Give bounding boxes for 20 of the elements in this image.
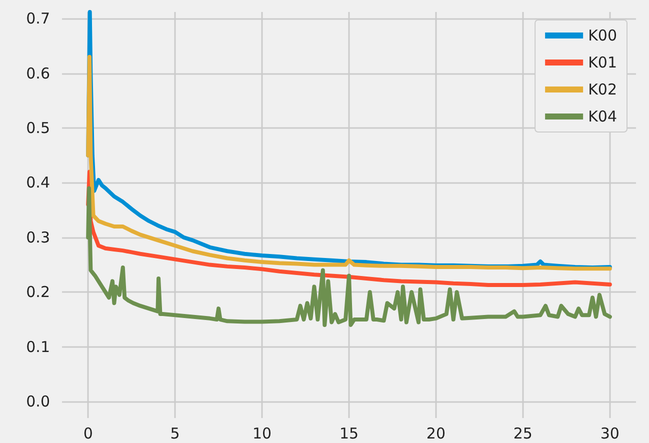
x-tick-label: 15	[339, 424, 359, 442]
x-tick-label: 25	[513, 424, 532, 442]
x-tick-label: 30	[600, 424, 620, 442]
legend-label: K02	[588, 80, 618, 98]
y-tick-label: 0.5	[26, 119, 50, 137]
y-tick-label: 0.7	[26, 10, 50, 28]
y-tick-label: 0.3	[26, 228, 50, 246]
y-tick-label: 0.2	[26, 283, 50, 302]
legend-label: K01	[588, 54, 618, 72]
legend-label: K04	[588, 108, 618, 126]
line-series	[86, 186, 612, 327]
x-tick-label: 10	[252, 424, 272, 442]
x-tick-label: 5	[170, 424, 180, 442]
legend-label: K00	[588, 26, 618, 44]
y-tick-label: 0.6	[26, 64, 50, 82]
y-tick-label: 0.1	[26, 338, 50, 356]
x-tick-label: 0	[83, 424, 93, 442]
y-tick-label: 0.4	[26, 174, 50, 192]
y-tick-label: 0.0	[26, 392, 50, 411]
x-tick-label: 20	[426, 424, 446, 442]
